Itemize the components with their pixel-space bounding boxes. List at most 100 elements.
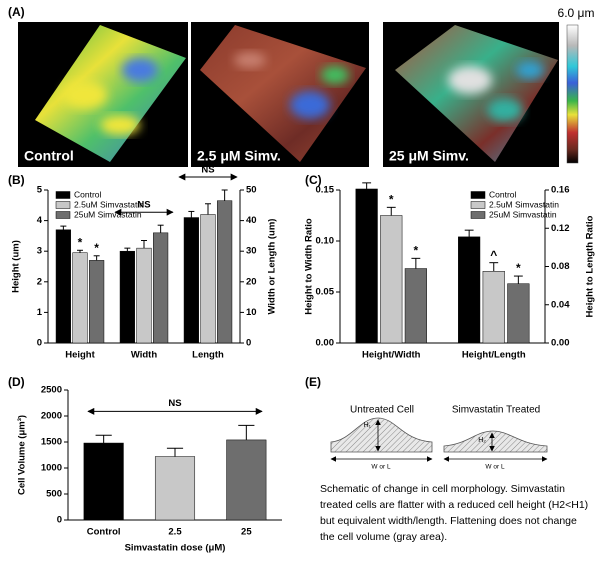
afm-image: 2.5 μM Simv.	[191, 22, 369, 167]
legend-label: 2.5uM Simvastatin	[74, 199, 144, 209]
y-tick-label: 1500	[41, 437, 62, 448]
y-tick-label: 2000	[41, 411, 62, 422]
colorbar	[566, 24, 579, 164]
y-tick-label: 4	[37, 215, 43, 226]
width-label: W or L	[371, 464, 391, 471]
error-bar	[166, 447, 184, 457]
ns-label: NS	[168, 398, 181, 409]
bar	[226, 439, 267, 521]
significance-marker: ^	[490, 248, 497, 262]
x-tick-label: Height	[65, 350, 95, 361]
bar	[136, 247, 152, 344]
y2-tick-label: 0.04	[551, 299, 570, 310]
caption-line: treated cells are flatter with a reduced…	[320, 499, 588, 511]
error-bar	[93, 255, 100, 261]
bar	[217, 200, 233, 344]
error-bar	[489, 262, 499, 272]
x-tick-label: Control	[87, 527, 121, 538]
legend-label: 25uM Simvastatin	[489, 209, 557, 219]
x-tick-label: 25	[241, 527, 252, 538]
error-bar	[513, 275, 523, 284]
ns-label: NS	[201, 165, 214, 176]
bar	[482, 271, 505, 344]
y2-axis-label: Height to Length Ratio	[585, 215, 596, 317]
bar	[119, 250, 135, 344]
y-tick-label: 0.15	[316, 185, 335, 196]
bar	[89, 260, 105, 344]
error-bar	[221, 189, 228, 201]
width-label: W or L	[485, 464, 505, 471]
x-axis-label: Simvastatin dose (μM)	[125, 543, 226, 554]
y-tick-label: 0.05	[316, 287, 335, 298]
error-bar	[157, 224, 164, 233]
x-tick-label: 2.5	[168, 527, 182, 538]
significance-marker: *	[389, 193, 394, 207]
significance-marker: *	[516, 261, 521, 275]
cell-shape	[443, 430, 548, 453]
y2-tick-label: 20	[246, 276, 257, 287]
y2-tick-label: 0.16	[551, 185, 570, 196]
y-tick-label: 2	[37, 276, 42, 287]
y-tick-label: 1000	[41, 463, 62, 474]
afm-image: 25 μM Simv.	[383, 22, 559, 167]
error-bar	[60, 225, 67, 230]
cell-shape	[330, 417, 433, 453]
y-tick-label: 0.10	[316, 236, 335, 247]
y-tick-label: 2500	[41, 385, 62, 396]
caption-line: but equivalent width/length. Flattening …	[320, 515, 577, 527]
bar	[72, 252, 88, 344]
bar	[458, 236, 481, 344]
caption-line: the cell volume (gray area).	[320, 531, 447, 543]
error-bar	[205, 203, 211, 215]
bar	[355, 188, 378, 344]
schematic-title: Simvastatin Treated	[452, 405, 540, 416]
bar	[507, 283, 530, 344]
legend-label: Control	[74, 189, 102, 199]
x-tick-label: Height/Width	[362, 350, 421, 361]
error-bar	[188, 210, 195, 218]
y-tick-label: 5	[37, 185, 43, 196]
y-axis-label: Height (um)	[11, 240, 22, 293]
y2-tick-label: 40	[246, 215, 257, 226]
caption: Schematic of change in cell morphology. …	[320, 483, 588, 543]
error-bar	[238, 424, 255, 440]
error-bar	[141, 239, 147, 249]
significance-marker: *	[78, 235, 83, 249]
y-axis-label: Cell Volume (μm³)	[17, 415, 28, 495]
legend-swatch	[55, 201, 71, 209]
y-tick-label: 0.00	[316, 338, 335, 349]
bar	[55, 229, 71, 344]
image-label: 25 μM Simv.	[389, 148, 469, 164]
legend-label: 2.5uM Simvastatin	[489, 199, 559, 209]
y2-tick-label: 0.12	[551, 223, 570, 234]
error-bar	[411, 257, 421, 269]
panel-label: (C)	[305, 173, 322, 187]
legend-swatch	[55, 191, 71, 199]
error-bar	[124, 247, 131, 252]
image-label: Control	[24, 148, 74, 164]
image-label: 2.5 μM Simv.	[197, 148, 281, 164]
error-bar	[386, 206, 396, 216]
bar	[154, 456, 196, 521]
error-bar	[95, 434, 112, 444]
panel-label: (D)	[8, 375, 25, 389]
ns-label: NS	[137, 200, 150, 211]
afm-image: Control	[18, 22, 188, 167]
y-tick-label: 0	[37, 338, 42, 349]
y-axis-label: Height to Width Ratio	[304, 218, 315, 315]
y-tick-label: 3	[37, 246, 42, 257]
y2-tick-label: 30	[246, 246, 257, 257]
legend-swatch	[470, 211, 486, 219]
legend-swatch	[470, 191, 486, 199]
error-bar	[464, 229, 474, 237]
legend-swatch	[55, 211, 71, 219]
bar	[380, 215, 403, 344]
legend-label: 25uM Simvastatin	[74, 209, 142, 219]
y2-tick-label: 50	[246, 185, 257, 196]
panel-label: (B)	[8, 173, 25, 187]
bar	[153, 232, 169, 344]
significance-marker: *	[414, 244, 419, 258]
y-tick-label: 500	[46, 489, 62, 500]
bar	[83, 442, 124, 521]
